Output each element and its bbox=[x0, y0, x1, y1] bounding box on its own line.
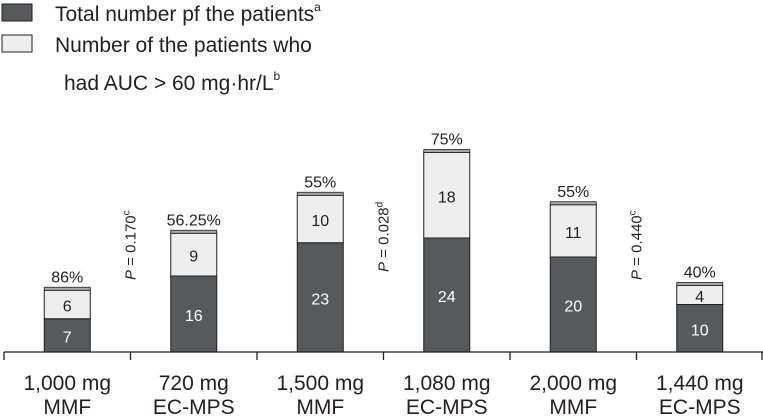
percent-label: 56.25% bbox=[167, 212, 221, 229]
bar-auc bbox=[43, 289, 91, 320]
percent-label: 86% bbox=[51, 269, 83, 286]
bar-cap bbox=[423, 149, 471, 153]
legend-label: had AUC > 60 mg·hr/Lb bbox=[64, 69, 281, 95]
x-tick-label: EC-MPS bbox=[153, 396, 235, 418]
x-tick-label: 720 mg bbox=[159, 372, 229, 395]
data-label-total: 23 bbox=[311, 291, 329, 308]
p-value-annotation: P = 0.028d bbox=[375, 202, 393, 272]
p-value-annotation: P = 0.440c bbox=[628, 210, 646, 280]
x-tick-label: EC-MPS bbox=[659, 396, 741, 418]
bar-cap bbox=[296, 191, 344, 196]
data-label-auc: 11 bbox=[565, 225, 582, 242]
bar-cap bbox=[170, 229, 218, 234]
bar-auc bbox=[170, 232, 218, 277]
percent-label: 40% bbox=[684, 265, 716, 282]
x-tick-label: 1,080 mg bbox=[403, 372, 491, 395]
bar-total bbox=[170, 275, 218, 353]
x-tick-label: MMF bbox=[43, 396, 91, 418]
bar-total bbox=[423, 237, 471, 353]
data-label-total: 10 bbox=[691, 322, 709, 339]
data-label-total: 20 bbox=[564, 299, 582, 316]
x-tick-label: 1,000 mg bbox=[23, 372, 111, 395]
bar-cap bbox=[43, 286, 91, 291]
legend-label: Total number pf the patientsa bbox=[55, 0, 321, 26]
data-label-auc: 18 bbox=[438, 189, 456, 206]
x-tick-label: EC-MPS bbox=[406, 396, 488, 418]
p-value-annotation: P = 0.170c bbox=[122, 210, 140, 280]
percent-label: 55% bbox=[557, 184, 589, 201]
data-label-auc: 6 bbox=[63, 299, 72, 316]
legend: Total number pf the patientsa Number of t… bbox=[1, 0, 321, 95]
bars bbox=[43, 149, 724, 353]
x-tick-label: 1,500 mg bbox=[276, 372, 364, 395]
percent-label: 55% bbox=[304, 174, 336, 191]
data-label-auc: 10 bbox=[311, 213, 329, 230]
data-label-total: 16 bbox=[185, 308, 203, 325]
bar-total bbox=[676, 304, 724, 353]
bar-cap bbox=[676, 282, 724, 286]
bar-auc bbox=[423, 152, 471, 239]
percent-label: 75% bbox=[431, 132, 463, 149]
legend-label: Number of the patients who bbox=[55, 34, 312, 57]
legend-swatch bbox=[1, 34, 33, 53]
labels: 7 6 86% 16 9 56.25% 23 10 55% 24 18 75% 20 11 55% 10 4 40… bbox=[51, 132, 716, 347]
bar-total bbox=[549, 256, 597, 353]
data-label-auc: 9 bbox=[189, 249, 198, 266]
data-label-auc: 4 bbox=[695, 289, 704, 306]
data-label-total: 24 bbox=[438, 289, 456, 306]
bar-cap bbox=[549, 201, 597, 206]
x-tick-label: MMF bbox=[296, 396, 344, 418]
bar-total bbox=[43, 318, 91, 353]
data-label-total: 7 bbox=[63, 329, 72, 346]
x-tick-label: 1,440 mg bbox=[656, 372, 744, 395]
x-tick-label: MMF bbox=[549, 396, 597, 418]
x-tick-label: 2,000 mg bbox=[529, 372, 617, 395]
legend-swatch bbox=[1, 3, 33, 22]
